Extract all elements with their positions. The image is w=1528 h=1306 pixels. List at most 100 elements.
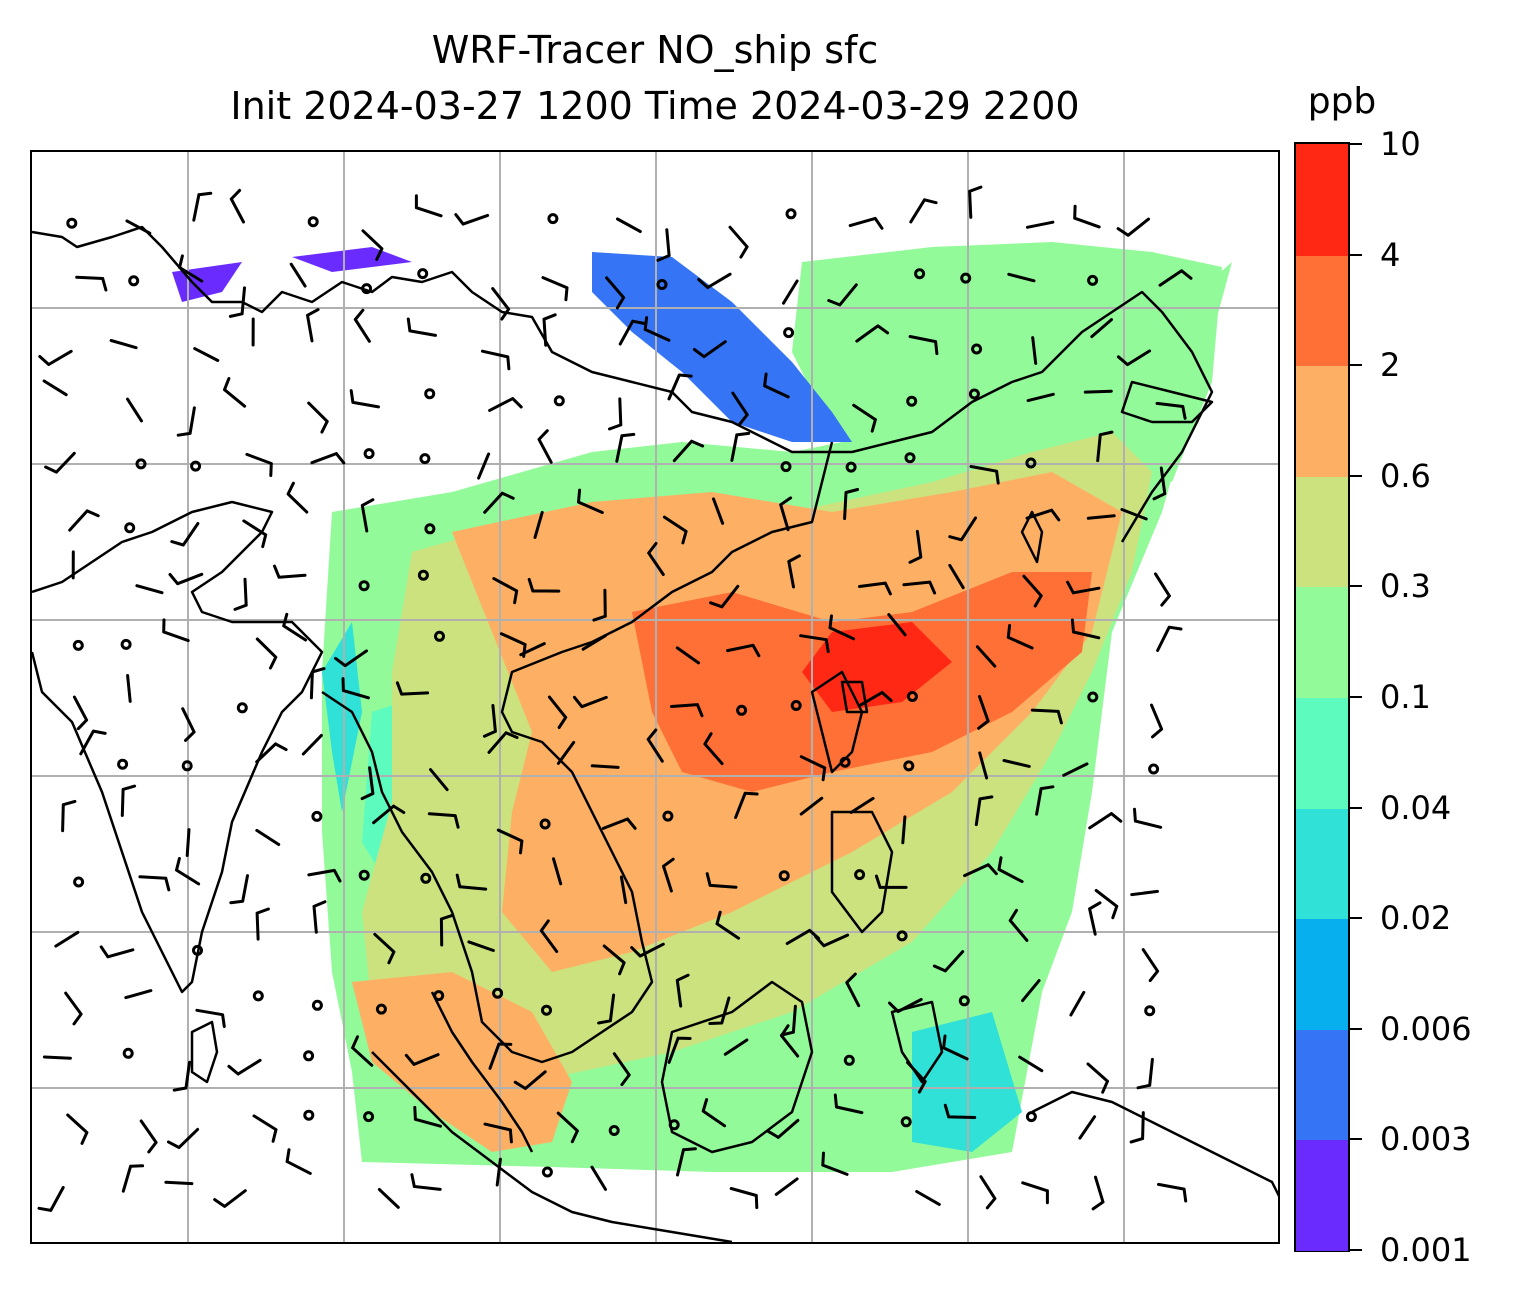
wind-barb	[779, 496, 793, 532]
wind-barb	[605, 276, 626, 310]
wind-barb	[99, 945, 135, 959]
wind-barb	[121, 1164, 145, 1193]
wind-barb	[556, 1111, 579, 1144]
calm-wind-marker	[1025, 457, 1037, 469]
calm-wind-marker	[541, 1004, 552, 1016]
wind-barb	[482, 704, 497, 738]
wind-barb	[708, 996, 731, 1025]
wind-barb	[874, 874, 908, 889]
wind-barb	[1078, 1115, 1097, 1140]
wind-barb	[285, 1148, 312, 1175]
colorbar-segment	[1296, 1028, 1348, 1141]
wind-barb	[1031, 336, 1038, 365]
wind-barb	[255, 742, 288, 764]
calm-wind-marker	[417, 268, 429, 280]
wind-barb	[1154, 572, 1171, 607]
wind-barb	[410, 1173, 442, 1191]
wind-barb	[943, 1103, 977, 1119]
wind-barb	[541, 276, 569, 302]
wind-barb	[597, 993, 616, 1025]
wind-barb	[172, 1060, 191, 1092]
coast-borneo	[660, 980, 814, 1154]
wind-barb	[1026, 392, 1055, 403]
calm-wind-marker	[73, 876, 85, 888]
chart-title-line2: Init 2024-03-27 1200 Time 2024-03-29 220…	[230, 84, 1080, 128]
coast-philippines-2	[830, 810, 894, 934]
calm-wind-marker	[192, 944, 203, 956]
calm-wind-marker	[420, 872, 432, 884]
calm-wind-marker	[553, 395, 565, 407]
calm-wind-marker	[120, 638, 132, 650]
colorbar-tick-label: 0.3	[1380, 567, 1431, 606]
wind-barb	[38, 349, 73, 366]
wind-barb	[185, 828, 191, 857]
calm-wind-marker	[135, 458, 147, 470]
wind-barb	[974, 795, 994, 827]
wind-barb	[909, 198, 938, 224]
coast-hainan	[840, 680, 869, 714]
wind-barb	[670, 703, 704, 718]
wind-barb	[615, 432, 636, 463]
wind-barb	[662, 857, 675, 893]
calm-wind-marker	[1144, 1005, 1156, 1017]
wind-barb	[1007, 272, 1036, 283]
wind-barb	[228, 286, 246, 318]
wind-barb	[887, 613, 907, 637]
wind-barb	[334, 649, 368, 668]
colorbar-tick	[1350, 917, 1362, 920]
wind-barb	[395, 681, 430, 696]
wind-barb	[667, 373, 693, 401]
wind-barb	[192, 191, 213, 222]
calm-wind-marker	[122, 1047, 134, 1059]
wind-barb	[1152, 466, 1167, 501]
wind-barb	[351, 1035, 374, 1067]
wind-barb	[54, 930, 80, 948]
colorbar-segment	[1296, 144, 1348, 256]
wind-barb	[782, 279, 799, 305]
wind-barb	[1116, 349, 1152, 367]
colorbar-segment	[1296, 365, 1348, 477]
wind-barb	[467, 940, 495, 952]
wind-barb	[213, 1189, 247, 1208]
wind-barb	[1025, 508, 1061, 522]
wind-barb	[310, 452, 346, 465]
wind-barb	[646, 728, 664, 763]
calm-wind-marker	[417, 569, 429, 581]
colorbar-tick-label: 2	[1380, 346, 1401, 385]
wind-barb	[282, 612, 308, 642]
colorbar-segment	[1296, 254, 1348, 367]
wind-barb	[61, 799, 77, 833]
wind-barb	[729, 1187, 759, 1209]
calm-wind-marker	[780, 461, 792, 473]
wind-barb	[612, 1052, 631, 1087]
wind-barb	[229, 188, 245, 224]
wind-barb	[64, 991, 83, 1026]
calm-wind-marker	[433, 990, 445, 1002]
calm-wind-marker	[904, 452, 916, 464]
calm-wind-marker	[424, 523, 436, 535]
wind-barb	[902, 580, 937, 595]
wind-barb	[361, 229, 384, 261]
wind-barb	[1094, 889, 1119, 920]
wind-barb	[675, 646, 700, 665]
colorbar-tick-label: 0.1	[1380, 678, 1431, 716]
colorbar-tick-label: 10	[1380, 125, 1421, 163]
wind-barb	[901, 815, 907, 845]
wind-barb	[852, 403, 877, 433]
wind-barb	[977, 695, 990, 730]
wind-barb	[948, 563, 965, 590]
colorbar-segment	[1296, 475, 1348, 588]
colorbar-tick-label: 0.006	[1380, 1009, 1472, 1048]
wind-barb	[1096, 430, 1114, 463]
wind-barb	[858, 691, 893, 708]
wind-barb	[455, 873, 488, 891]
wind-barb	[429, 768, 449, 792]
wind-barb	[454, 213, 490, 226]
wind-barb	[439, 913, 455, 947]
wind-barb	[413, 1105, 442, 1128]
wind-barb	[75, 275, 108, 292]
wind-barb	[44, 451, 76, 474]
calm-wind-marker	[1087, 274, 1099, 286]
wind-barb	[487, 731, 519, 754]
calm-wind-marker	[906, 395, 918, 407]
